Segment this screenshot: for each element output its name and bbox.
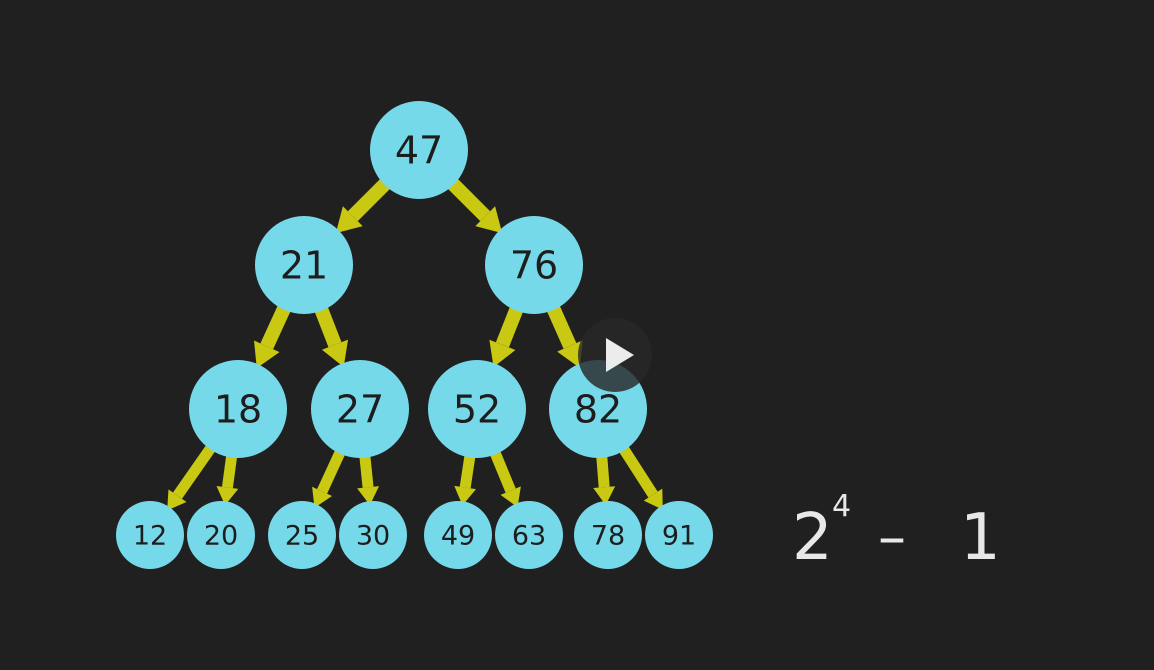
edge-arrow — [593, 449, 616, 506]
node-value: 91 — [662, 521, 696, 552]
formula-operator: – — [878, 505, 906, 570]
node-value: 12 — [133, 521, 167, 552]
node-circle — [116, 501, 184, 569]
node-circle — [268, 501, 336, 569]
tree-node: 30 — [339, 501, 407, 569]
tree-node: 18 — [189, 360, 287, 458]
edge-arrow — [454, 448, 477, 506]
node-circle — [189, 360, 287, 458]
edge-arrow — [335, 174, 395, 234]
edge-arrow — [254, 299, 294, 369]
tree-node: 91 — [645, 501, 713, 569]
play-button[interactable] — [578, 318, 652, 392]
node-value: 47 — [395, 129, 443, 173]
edge-arrow — [167, 439, 220, 511]
node-value: 82 — [574, 388, 622, 432]
edge-arrow — [312, 443, 348, 508]
formula-exponent: 4 — [832, 489, 852, 524]
node-circle — [339, 501, 407, 569]
node-circle — [424, 501, 492, 569]
tree-node: 76 — [485, 216, 583, 314]
node-value: 52 — [453, 388, 501, 432]
node-value: 78 — [591, 521, 625, 552]
formula-operand: 1 — [960, 501, 1001, 575]
node-value: 27 — [336, 388, 384, 432]
node-circle — [255, 216, 353, 314]
tree-node: 78 — [574, 501, 642, 569]
edge-arrow — [544, 299, 583, 368]
edge-arrow — [487, 444, 521, 508]
edge-arrow — [615, 440, 663, 510]
edge-arrow — [312, 300, 349, 368]
tree-node: 20 — [187, 501, 255, 569]
tree-node: 12 — [116, 501, 184, 569]
node-circle — [495, 501, 563, 569]
edge-arrow — [357, 449, 380, 506]
edge-arrow — [443, 174, 503, 234]
node-value: 30 — [356, 521, 390, 552]
node-circle — [645, 501, 713, 569]
node-value: 63 — [512, 521, 546, 552]
edge-arrow — [489, 300, 526, 368]
tree-node: 27 — [311, 360, 409, 458]
node-circle — [370, 101, 468, 199]
play-icon — [606, 338, 634, 372]
tree-node: 47 — [370, 101, 468, 199]
tree-node: 49 — [424, 501, 492, 569]
node-circle — [428, 360, 526, 458]
tree-node: 63 — [495, 501, 563, 569]
formula-base: 2 — [792, 501, 833, 575]
node-value: 25 — [285, 521, 319, 552]
node-value: 76 — [510, 244, 558, 288]
node-circle — [485, 216, 583, 314]
node-circle — [187, 501, 255, 569]
node-value: 21 — [280, 244, 328, 288]
node-value: 18 — [214, 388, 262, 432]
tree-node: 52 — [428, 360, 526, 458]
tree-node: 21 — [255, 216, 353, 314]
node-value: 49 — [441, 521, 475, 552]
node-circle — [311, 360, 409, 458]
tree-node: 25 — [268, 501, 336, 569]
node-circle — [574, 501, 642, 569]
node-value: 20 — [204, 521, 238, 552]
edge-arrow — [216, 448, 239, 506]
